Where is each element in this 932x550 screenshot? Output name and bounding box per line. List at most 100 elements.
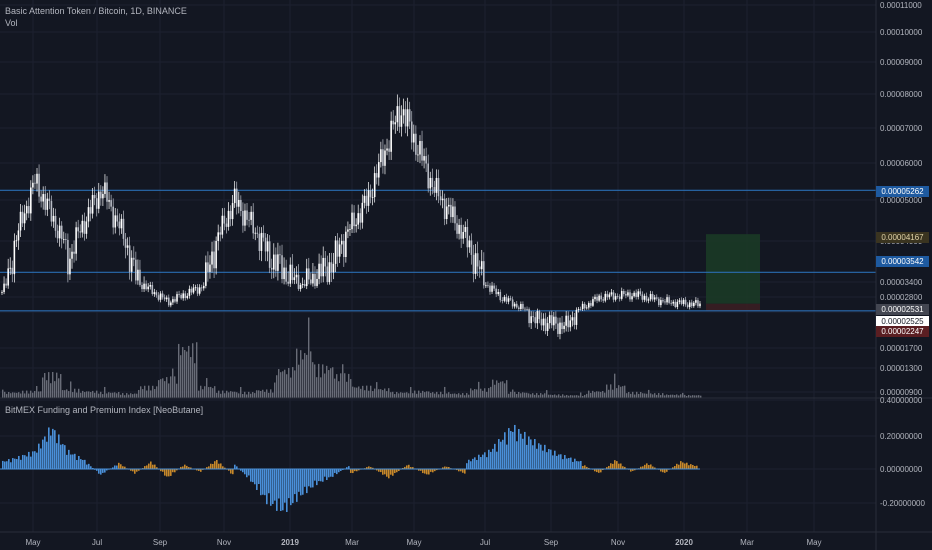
volume-bar [618,385,620,398]
funding-bar [86,464,88,469]
volume-bar [140,386,142,398]
volume-bar [696,395,698,398]
volume-bar [360,388,362,398]
volume-bar [166,377,168,398]
funding-bar [310,469,312,488]
volume-bar [502,381,504,398]
volume-bar [102,394,104,398]
candle-body [507,298,510,302]
volume-bar [190,357,192,398]
volume-bar [458,393,460,398]
volume-bar [40,391,42,398]
candle-body [223,215,226,224]
candle-body [19,211,22,231]
candle-body [93,195,96,199]
volume-bar [66,389,68,398]
volume-bar [626,393,628,398]
candle-body [567,315,570,328]
candle-body [561,322,563,330]
candle-body [536,311,539,324]
volume-bar [34,390,36,398]
volume-bar [390,392,392,398]
candle-body [221,215,224,235]
candle-body [112,206,114,228]
candle-body [260,232,263,251]
candle-body [658,298,660,306]
candle-body [555,316,557,324]
funding-bar [330,469,332,477]
candle-body [647,299,650,301]
volume-bar [430,392,432,398]
volume-bar [576,395,578,398]
funding-bar [566,458,568,469]
candle-body [270,267,273,270]
candle-body [585,307,588,309]
volume-bar [500,381,502,398]
funding-bar [596,469,598,473]
funding-bar [616,461,618,469]
funding-bar [44,436,46,469]
candle-body [32,182,34,188]
funding-bar [320,469,322,482]
volume-bar [506,380,508,398]
volume-bar [28,393,30,398]
candle-body [174,299,176,302]
volume-bar [534,394,536,398]
volume-bar [220,393,222,398]
funding-bar [660,469,662,472]
candle-body [305,268,308,287]
funding-bar [232,469,234,475]
volume-bar [544,393,546,398]
funding-bar [2,460,4,469]
volume-bar [120,394,122,398]
candle-body [215,240,217,269]
funding-bar [692,464,694,469]
candle-body [338,244,341,257]
volume-bar [698,395,700,398]
funding-bar [436,469,438,471]
volume-bar [306,354,308,398]
volume-bar [254,393,256,398]
candle-body [124,238,127,248]
funding-bar [412,467,414,469]
funding-bar [680,461,682,469]
funding-bar [242,469,244,473]
candle-body [592,299,594,306]
volume-bar [510,391,512,398]
candle-body [336,240,339,257]
volume-bar [130,393,132,398]
volume-bar [484,388,486,398]
volume-bar [358,386,360,398]
funding-bar [472,458,474,469]
funding-bar [368,466,370,469]
volume-bar [288,367,290,398]
candle-body [217,232,219,241]
candle-body [515,303,518,308]
volume-bar [260,390,262,398]
volume-bar [172,368,174,398]
funding-bar [136,469,138,472]
volume-bar [630,393,632,398]
candle-body [209,264,211,272]
candle-body [614,296,617,300]
candle-body [396,106,399,123]
volume-bar [466,393,468,398]
funding-bar [688,465,690,469]
candle-body [5,283,7,286]
funding-bar [248,469,250,476]
funding-bar [134,469,136,474]
candle-body [503,296,506,301]
volume-bar [196,342,198,398]
candle-body [388,148,390,152]
volume-bar [216,392,218,398]
candle-body [122,218,125,239]
funding-bar [288,469,290,499]
volume-bar [290,377,292,398]
candle-body [44,194,47,210]
volume-bar [160,379,162,398]
time-tick-label: May [25,538,40,547]
funding-bar [116,465,118,469]
funding-bar [562,459,564,469]
funding-bar [156,467,158,469]
